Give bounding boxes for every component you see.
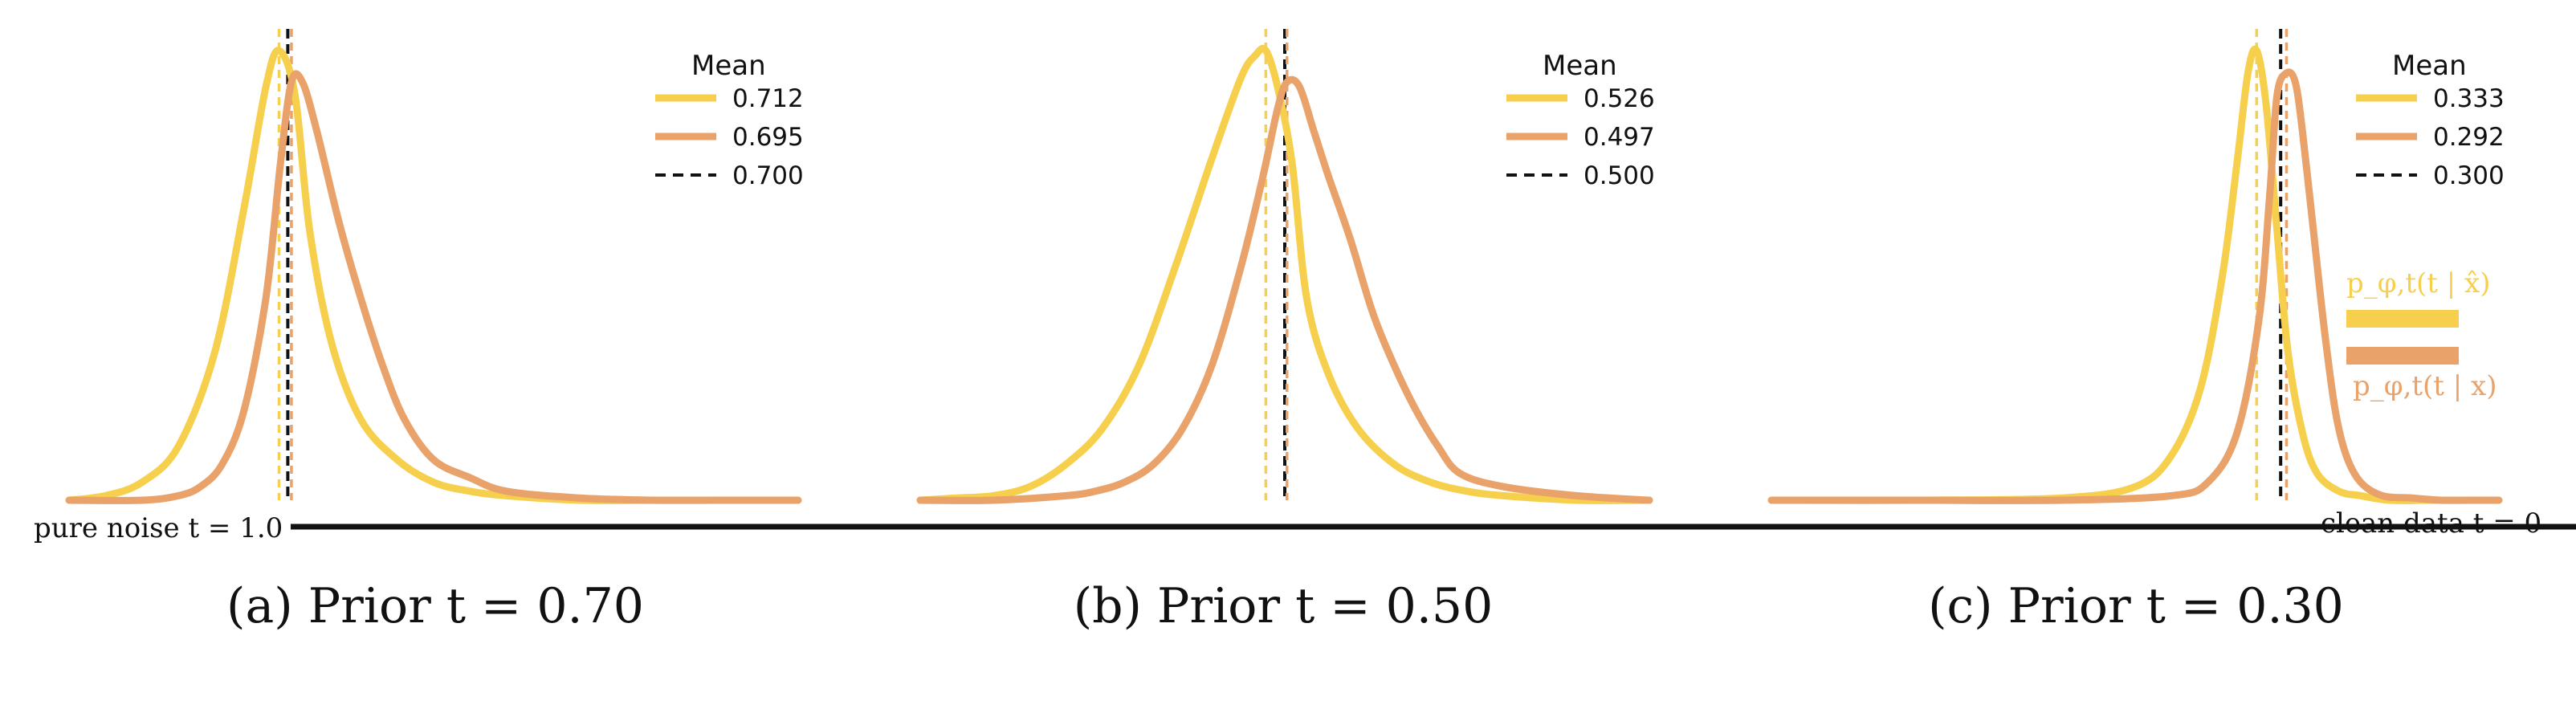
side-legend-yellow-bar — [2346, 310, 2459, 328]
density-curve-yellow — [916, 44, 1653, 504]
density-curve-yellow — [1767, 45, 2503, 504]
timeline: pure noise t = 1.0 clean data t = 0 — [34, 507, 2576, 544]
timeline-right-label: clean data t = 0 — [2321, 507, 2541, 540]
legend-label-orange: 0.695 — [732, 123, 804, 152]
density-curve-orange — [65, 70, 802, 504]
legend-label-black: 0.700 — [732, 161, 804, 190]
density-curve-orange — [1767, 68, 2503, 504]
legend-title: Mean — [1543, 50, 1617, 82]
side-legend-yellow-label: p_φ,t(t | x̂) — [2346, 267, 2490, 299]
legend-label-black: 0.300 — [2433, 161, 2505, 190]
side-legend-orange-label: p_φ,t(t | x) — [2353, 370, 2497, 402]
legend-title: Mean — [2392, 50, 2467, 82]
density-curve-orange — [916, 75, 1653, 504]
timeline-left-label: pure noise t = 1.0 — [34, 512, 283, 544]
legend-label-yellow: 0.333 — [2433, 84, 2505, 113]
panel-caption: (c) Prior t = 0.30 — [1928, 578, 2344, 634]
legend-label-orange: 0.497 — [1584, 123, 1655, 152]
panel-caption: (b) Prior t = 0.50 — [1074, 578, 1494, 634]
legend-label-orange: 0.292 — [2433, 123, 2505, 152]
legend-label-yellow: 0.526 — [1584, 84, 1655, 113]
legend-label-black: 0.500 — [1584, 161, 1655, 190]
legend-label-yellow: 0.712 — [732, 84, 804, 113]
panel-caption: (a) Prior t = 0.70 — [226, 578, 644, 634]
side-legend: p_φ,t(t | x̂) p_φ,t(t | x) — [2346, 267, 2497, 402]
side-legend-orange-bar — [2346, 347, 2459, 365]
legend-title: Mean — [691, 50, 766, 82]
density-curve-yellow — [65, 47, 802, 504]
